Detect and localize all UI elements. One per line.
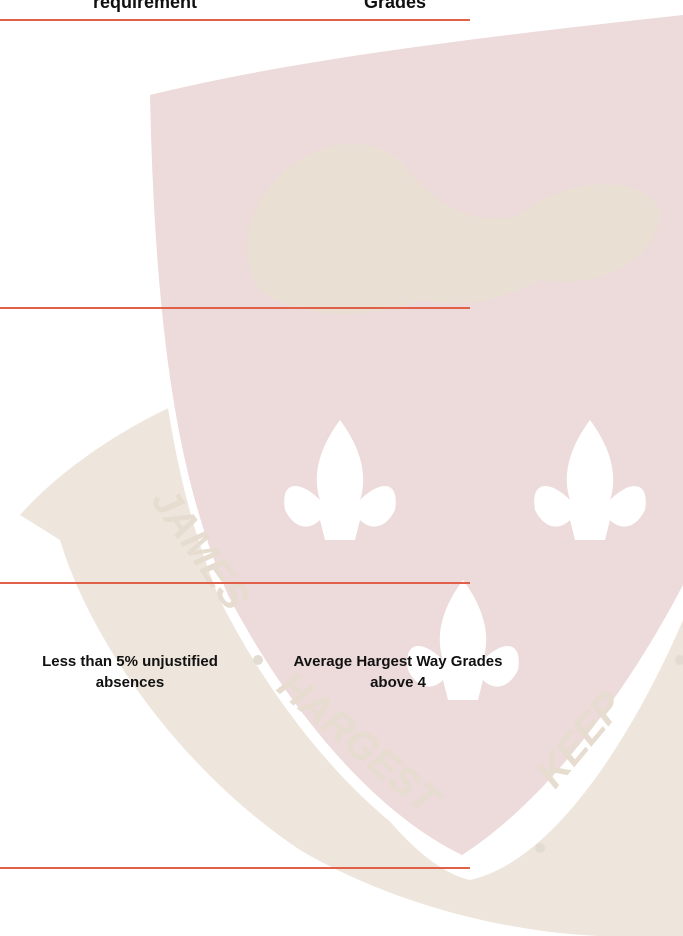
rule [0,867,470,869]
dot [253,655,263,665]
rule [0,582,470,584]
table-cell: Less than 5% unjustified absences [25,651,235,693]
crest-watermark: JAMES HARGEST KEEP [0,0,683,936]
table-cell: Average Hargest Way Grades above 4 [293,651,503,693]
dot [535,843,545,853]
rule [0,307,470,309]
header-cell: Grades [290,0,500,13]
header-cell: requirement [40,0,250,13]
page: JAMES HARGEST KEEP requirement Grades Le… [0,0,683,936]
rule [0,19,470,21]
